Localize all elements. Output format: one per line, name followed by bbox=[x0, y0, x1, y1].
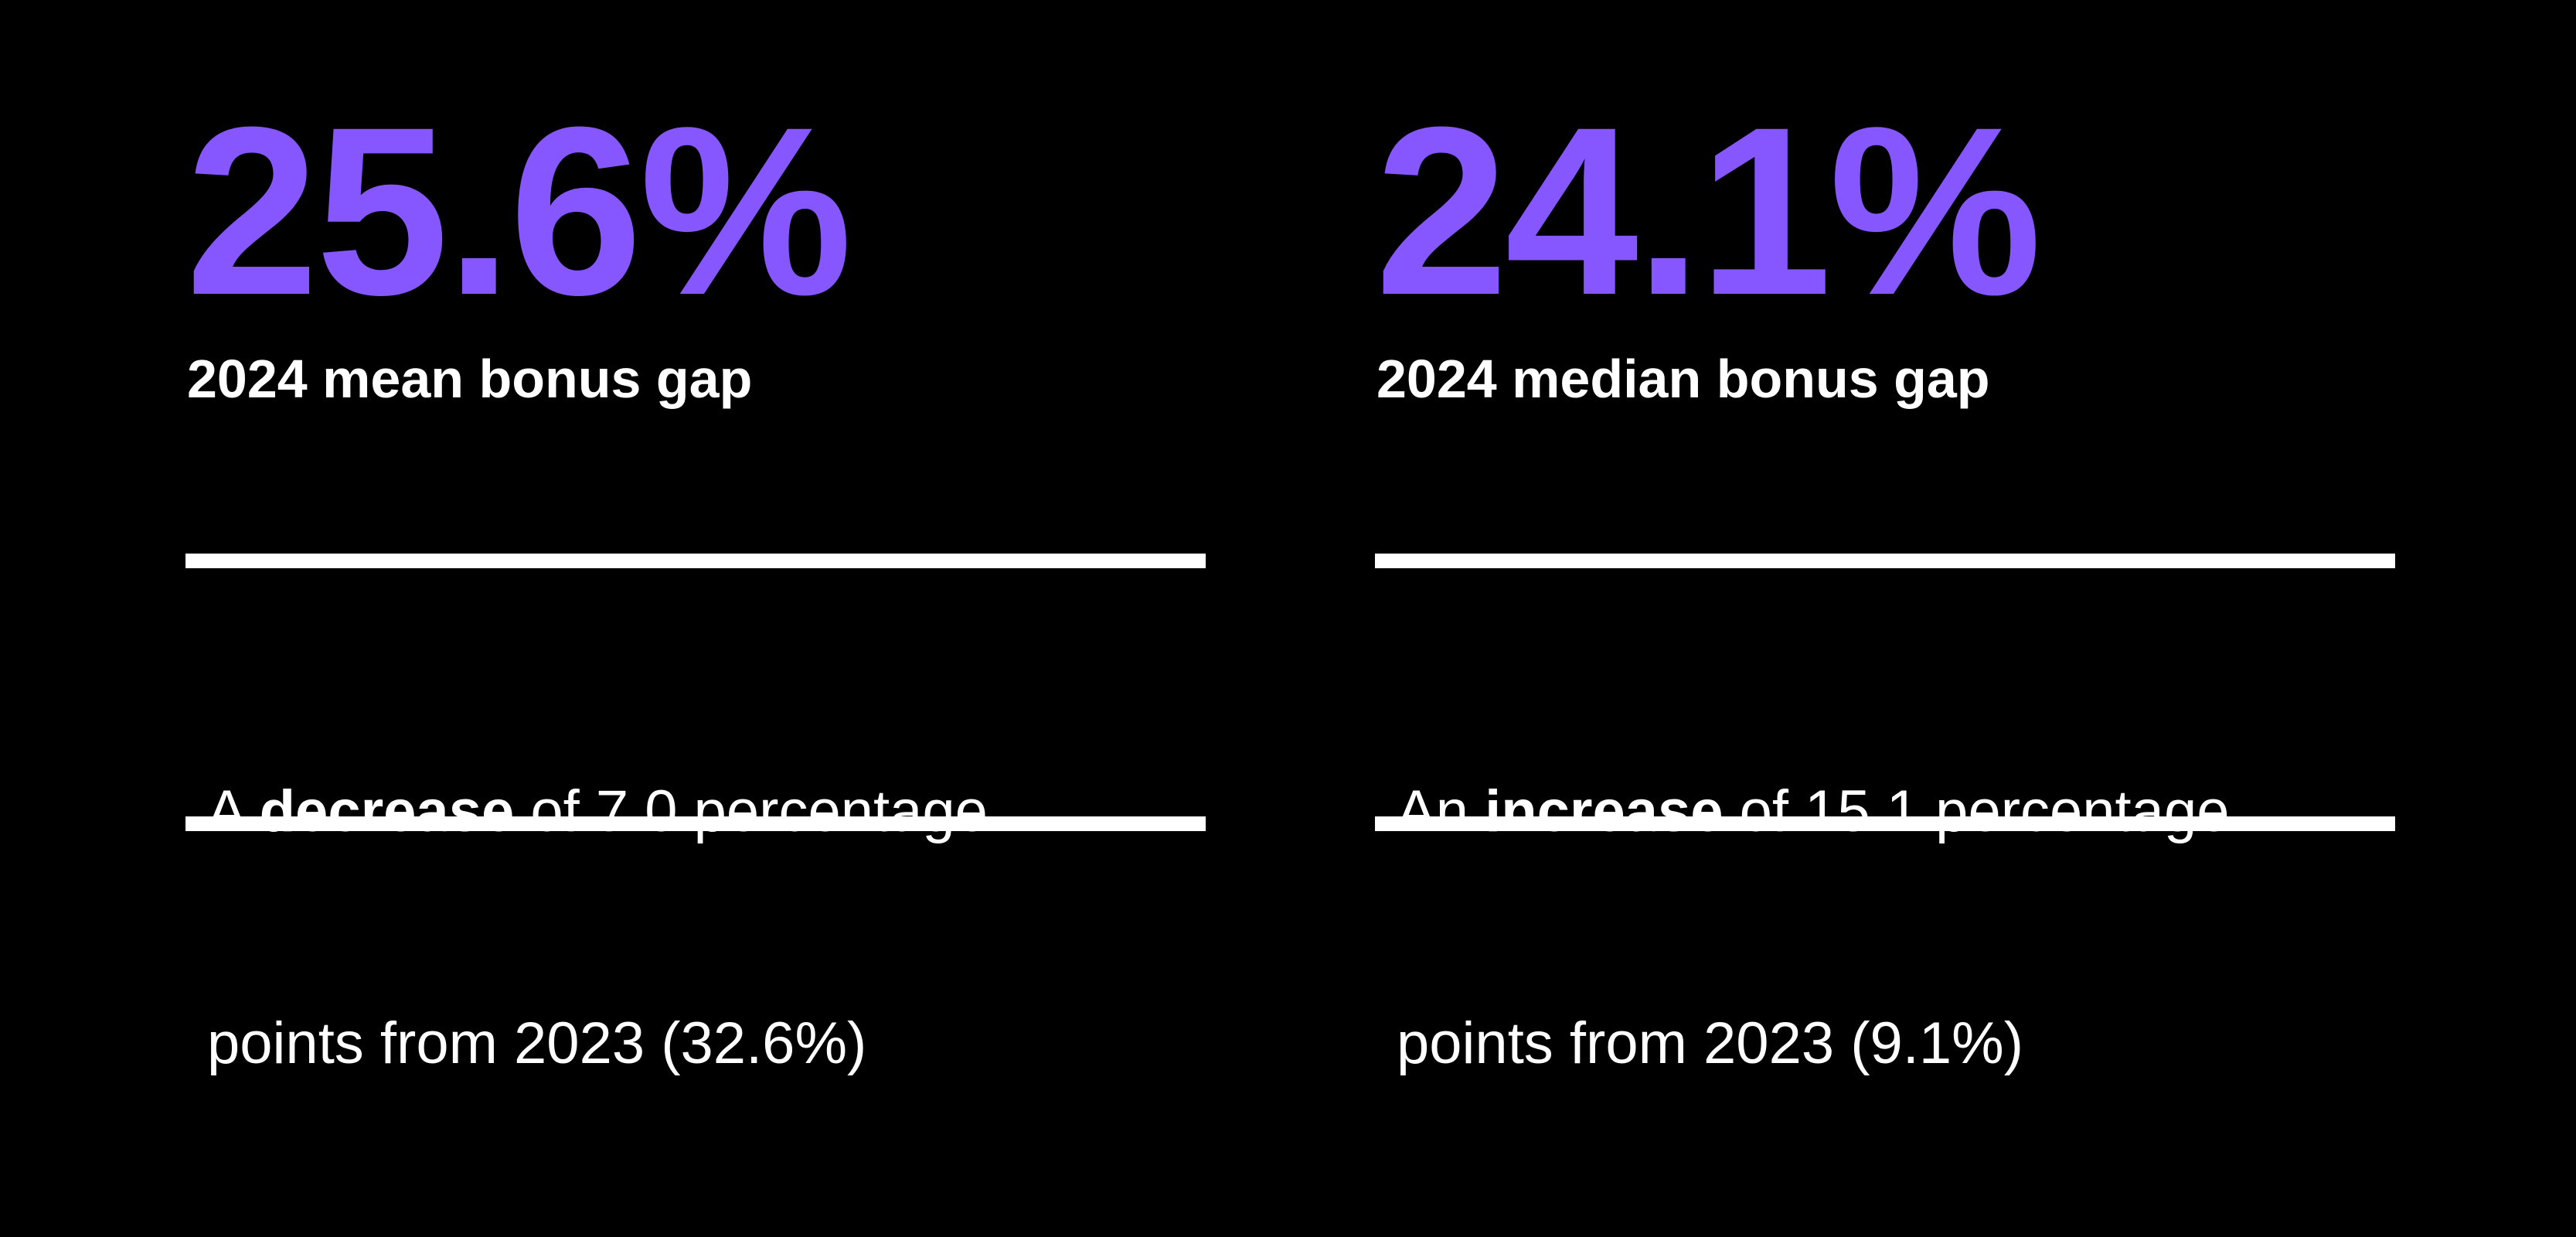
page: 25.6% 2024 mean bonus gap A decrease of … bbox=[185, 0, 2395, 1076]
stat-value: 25.6% bbox=[185, 77, 852, 345]
text: of 7.0 percentage bbox=[514, 779, 988, 844]
stat-label: 2024 median bonus gap bbox=[1376, 349, 1990, 409]
stat-card: 25.6% 2024 mean bonus gap A decrease of … bbox=[185, 0, 1206, 1076]
stat-card: 24.1% 2024 median bonus gap An increase … bbox=[1375, 0, 2395, 1076]
divider bbox=[185, 554, 1206, 568]
stat-description: A decrease of 7.0 percentage points from… bbox=[207, 618, 988, 1237]
divider bbox=[185, 816, 1206, 831]
text: An bbox=[1397, 779, 1485, 844]
emphasis: decrease bbox=[259, 779, 515, 844]
text: of 15.1 percentage bbox=[1723, 779, 2230, 844]
divider bbox=[1375, 816, 2395, 831]
text: A bbox=[207, 779, 260, 844]
description-line: points from 2023 (9.1%) bbox=[1397, 1010, 2024, 1076]
stat-description: An increase of 15.1 percentage points fr… bbox=[1397, 618, 2229, 1237]
description-line: points from 2023 (32.6%) bbox=[207, 1010, 867, 1076]
description-line: A decrease of 7.0 percentage bbox=[207, 773, 988, 850]
stat-label: 2024 mean bonus gap bbox=[187, 349, 753, 409]
emphasis: increase bbox=[1485, 779, 1724, 844]
stat-value: 24.1% bbox=[1375, 77, 2042, 345]
description-line: An increase of 15.1 percentage bbox=[1397, 773, 2229, 850]
divider bbox=[1375, 554, 2395, 568]
